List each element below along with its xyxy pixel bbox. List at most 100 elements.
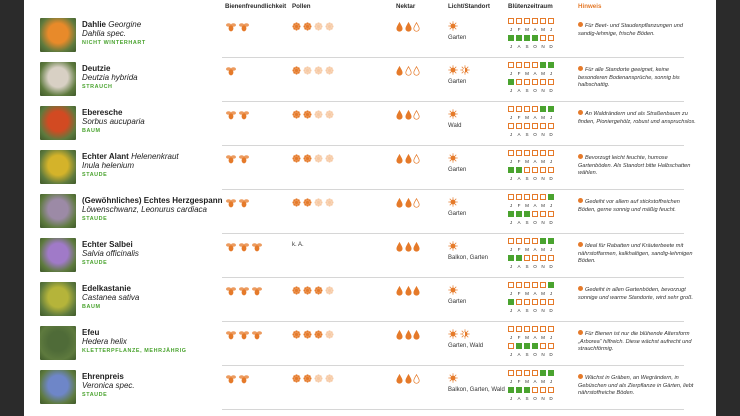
bloom-month-inactive — [532, 387, 538, 393]
plant-category: STAUDE — [82, 392, 108, 398]
sun-icon — [448, 153, 458, 163]
pollen-flower-icon — [314, 374, 323, 383]
row-divider — [222, 365, 684, 366]
plant-latin-name: Löwenschwanz, Leonurus cardiaca — [82, 205, 207, 214]
hint-text: Bevorzugt leicht feuchte, humose Gartenb… — [578, 155, 691, 177]
hint-bullet-icon — [578, 110, 583, 115]
nectar-rating — [396, 286, 420, 296]
nectar-rating — [396, 242, 420, 252]
plant-photo — [40, 18, 76, 52]
month-label: S — [525, 352, 529, 357]
bloom-month-inactive — [524, 282, 530, 288]
hint-text: Für Beet- und Staudenpflanzungen und san… — [578, 23, 683, 37]
plant-latin-name: Dahlia spec. — [82, 29, 127, 38]
light-icons — [448, 285, 458, 295]
bloom-month-inactive — [508, 326, 514, 332]
bee-icon — [239, 243, 249, 252]
nectar-drop-icon — [413, 66, 420, 76]
month-label: S — [525, 396, 529, 401]
nectar-rating — [396, 22, 420, 32]
bee-icon — [239, 375, 249, 384]
month-label: N — [541, 352, 545, 357]
bee-icon — [239, 287, 249, 296]
bloom-month-inactive — [508, 62, 514, 68]
pollen-flower-icon — [325, 66, 334, 75]
pollen-flower-icon — [303, 66, 312, 75]
hint-bullet-icon — [578, 374, 583, 379]
bloom-month-inactive — [524, 370, 530, 376]
plant-name: Echter Salbei — [82, 240, 133, 249]
month-label: O — [533, 220, 537, 225]
location-text: Garten — [448, 35, 467, 41]
month-label: J — [509, 352, 513, 357]
month-label: O — [533, 44, 537, 49]
month-label: A — [533, 27, 537, 32]
pollen-flower-icon — [292, 66, 301, 75]
bloom-month-active — [524, 211, 530, 217]
month-label: O — [533, 176, 537, 181]
pollen-flower-icon — [325, 198, 334, 207]
header-bluetenzeitraum: Blütenzeitraum — [508, 3, 553, 10]
month-label: A — [517, 220, 521, 225]
bloom-month-active — [516, 255, 522, 261]
month-label: M — [525, 159, 529, 164]
bloom-month-inactive — [524, 194, 530, 200]
sun-icon — [448, 329, 458, 339]
plant-photo — [40, 370, 76, 404]
sun-icon — [448, 109, 458, 119]
month-label: N — [541, 44, 545, 49]
bee-icon — [252, 243, 262, 252]
pollen-flower-icon — [325, 110, 334, 119]
month-label: J — [549, 335, 553, 340]
nectar-drop-icon — [413, 154, 420, 164]
bloom-month-inactive — [524, 123, 530, 129]
bloom-box-row — [508, 167, 568, 174]
plant-name: Echter Alant Helenenkraut — [82, 152, 179, 161]
bee-rating — [225, 242, 263, 252]
pollen-flower-icon — [292, 154, 301, 163]
bloom-month-active — [548, 370, 554, 376]
hint-bullet-icon — [578, 330, 583, 335]
plant-row: Echter Salbei Salvia officinalis STAUDE k. … — [24, 234, 716, 278]
row-divider — [222, 409, 684, 410]
month-label: J — [509, 132, 513, 137]
nectar-drop-icon — [404, 154, 412, 164]
bee-rating — [225, 22, 250, 32]
bloom-month-active — [524, 35, 530, 41]
bloom-month-inactive — [540, 326, 546, 332]
pollen-flower-icon — [292, 330, 301, 339]
pollen-flower-icon — [303, 286, 312, 295]
bloom-month-inactive — [540, 123, 546, 129]
bloom-month-inactive — [508, 282, 514, 288]
nectar-drop-icon — [396, 198, 403, 208]
bloom-month-inactive — [548, 343, 554, 349]
plant-row: Eberesche Sorbus aucuparia BAUM Wald J F M A M J J… — [24, 102, 716, 146]
month-label: J — [549, 379, 553, 384]
plant-category: STAUDE — [82, 260, 108, 266]
sun-icon — [448, 373, 458, 383]
nectar-drop-icon — [413, 242, 420, 252]
nectar-drop-icon — [413, 198, 420, 208]
plant-name: Ehrenpreis — [82, 372, 124, 381]
pollen-flower-icon — [303, 198, 312, 207]
month-label: J — [509, 247, 513, 252]
month-label: J — [509, 159, 513, 164]
bloom-month-inactive — [516, 370, 522, 376]
bloom-month-inactive — [540, 167, 546, 173]
bloom-month-active — [548, 106, 554, 112]
bloom-month-inactive — [540, 255, 546, 261]
bloom-month-active — [540, 62, 546, 68]
month-label: M — [541, 159, 545, 164]
bloom-month-active — [508, 255, 514, 261]
plant-name: Deutzie — [82, 64, 110, 73]
plant-photo — [40, 282, 76, 316]
plant-common-name: Georgine — [108, 20, 142, 29]
pollen-flower-icon — [292, 374, 301, 383]
